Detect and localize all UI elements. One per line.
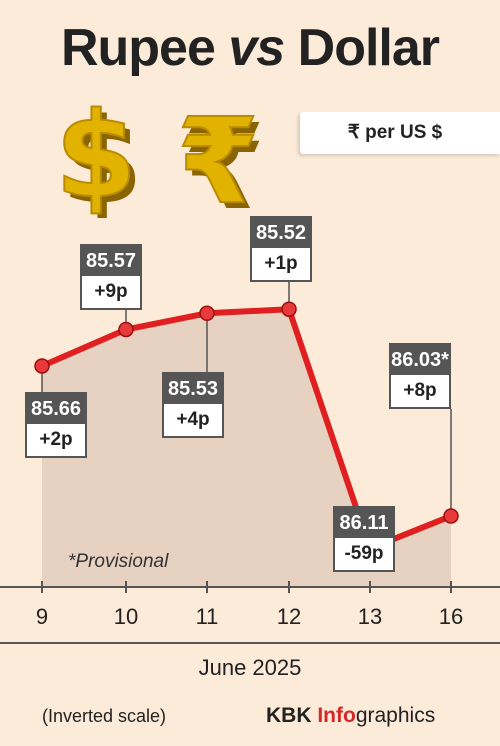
data-label-value: 85.66: [27, 394, 85, 424]
data-label-change: +9p: [94, 281, 128, 302]
data-point-10: [118, 321, 134, 338]
svg-text:₹: ₹: [177, 96, 259, 216]
x-axis-label: June 2025: [198, 655, 302, 680]
data-point-11: [199, 305, 215, 322]
inverted-scale-note: (Inverted scale): [42, 706, 167, 726]
data-label-change: +8p: [403, 380, 437, 401]
unit-label-box: ₹ per US $: [300, 112, 500, 154]
data-label-value: 85.52: [252, 218, 310, 248]
data-point-12: [281, 301, 297, 317]
data-label-value: 85.53: [164, 374, 222, 404]
svg-text:$: $: [55, 98, 137, 218]
data-label-change: +2p: [39, 429, 73, 450]
data-point-9: [34, 358, 50, 374]
data-label-12: 85.52 +1p: [250, 216, 312, 282]
data-label-value: 85.57: [82, 246, 140, 276]
data-label-10: 85.57 +9p: [80, 244, 142, 310]
data-label-change: -59p: [344, 543, 384, 564]
data-label-value: 86.11: [335, 508, 393, 538]
data-point-16: [443, 508, 459, 524]
data-label-11: 85.53 +4p: [162, 372, 224, 438]
x-tick-label: 10: [113, 604, 139, 629]
svg-text:₹: ₹: [183, 98, 265, 216]
data-label-change: +4p: [176, 409, 210, 430]
page-title: Rupee vs Dollar: [0, 18, 500, 78]
title-text-2: vs: [228, 19, 285, 77]
x-tick-label: 11: [195, 604, 219, 629]
data-label-13: 86.11 -59p: [333, 506, 395, 572]
provisional-note: *Provisional: [68, 551, 169, 572]
svg-text:$: $: [61, 98, 143, 218]
data-label-16: 86.03* +8p: [389, 343, 451, 409]
data-label-change: +1p: [264, 253, 298, 274]
data-label-value: 86.03*: [391, 345, 449, 375]
dollar-sign-icon: $ $: [54, 98, 143, 218]
x-tick-label: 16: [438, 604, 464, 629]
x-tick-label: 9: [35, 604, 49, 629]
x-tick-label: 13: [357, 604, 383, 629]
brand-logo: KBK Infographics: [266, 704, 436, 727]
rupee-sign-icon: ₹ ₹: [176, 96, 265, 216]
title-text-3: Dollar: [284, 19, 440, 77]
data-label-9: 85.66 +2p: [25, 392, 87, 458]
x-tick-label: 12: [276, 604, 302, 629]
title-text-1: Rupee: [60, 19, 229, 77]
unit-label: ₹ per US $: [347, 122, 443, 143]
